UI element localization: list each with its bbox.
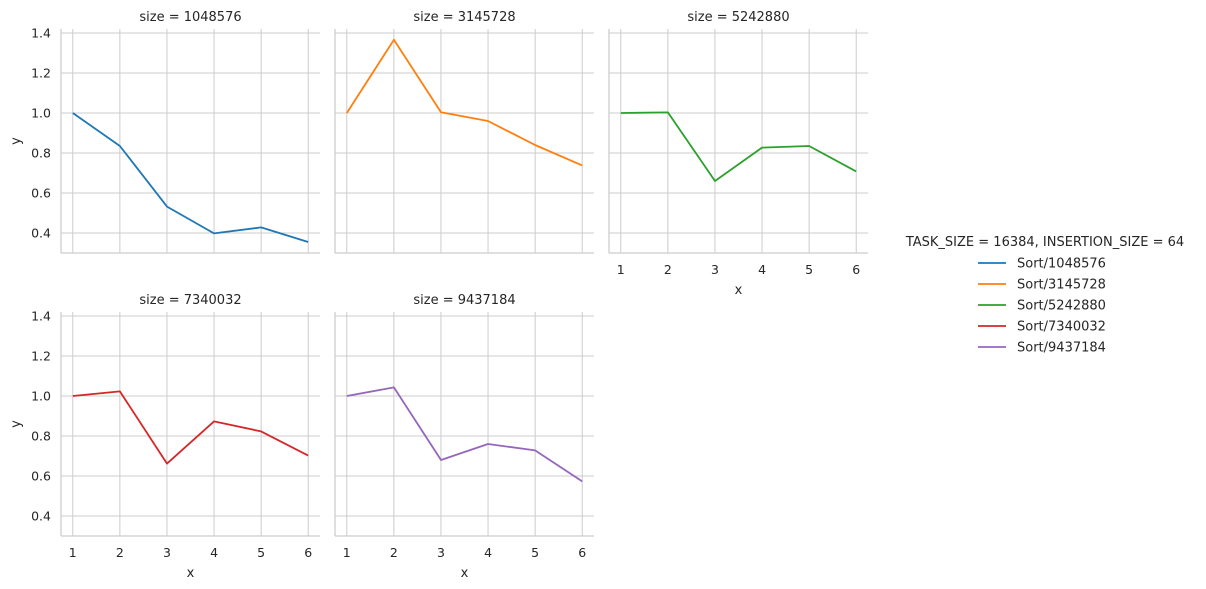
panel-title: size = 1048576 [139,10,241,25]
y-axis-label: y [9,420,24,428]
legend: TASK_SIZE = 16384, INSERTION_SIZE = 64 S… [905,235,1184,356]
series-line [72,112,309,243]
facet-panel: size = 9437184 1 2 3 4 5 6 x [334,293,594,581]
legend-label: Sort/7340032 [1017,320,1106,335]
panel-title: size = 9437184 [413,293,515,308]
x-tick-label: 3 [163,545,171,560]
x-axis-label: x [187,566,195,581]
y-axis-label: y [9,137,24,145]
series-line [346,386,583,483]
y-tick-label: 0.4 [31,226,51,241]
y-tick-label: 0.6 [31,186,51,201]
x-tick-label: 1 [343,545,351,560]
legend-label: Sort/1048576 [1017,257,1106,272]
panel-title: size = 5242880 [687,10,789,25]
legend-label: Sort/9437184 [1017,341,1106,356]
facet-panel: size = 3145728 [334,10,594,254]
y-tick-label: 0.4 [31,509,51,524]
legend-items: Sort/1048576 Sort/3145728 Sort/5242880 Sort… [978,257,1106,356]
x-axis-label: x [461,566,469,581]
panel-title: size = 3145728 [413,10,515,25]
y-tick-label: 1.4 [31,309,51,324]
x-tick-label: 6 [304,545,312,560]
legend-label: Sort/3145728 [1017,278,1106,293]
x-tick-label: 5 [531,545,539,560]
x-tick-label: 2 [390,545,398,560]
x-tick-label: 1 [69,545,77,560]
facet-panel: size = 5242880 1 2 3 4 5 6 x [608,10,868,298]
y-tick-label: 1.0 [31,106,51,121]
x-tick-label: 2 [116,545,124,560]
x-tick-label: 5 [257,545,265,560]
x-tick-label: 5 [805,262,813,277]
facet-panel: size = 7340032 1 2 3 4 5 6 x 0.4 0.6 0.8 1.0 1.2 1.4 y [9,293,320,581]
x-axis-label: x [735,283,743,298]
panel-title: size = 7340032 [139,293,241,308]
legend-label: Sort/5242880 [1017,299,1106,314]
y-tick-label: 1.2 [31,349,51,364]
x-tick-label: 1 [617,262,625,277]
series-line [620,111,857,182]
x-tick-label: 4 [210,545,218,560]
x-tick-label: 6 [852,262,860,277]
y-tick-label: 0.6 [31,469,51,484]
x-tick-label: 3 [437,545,445,560]
y-tick-label: 0.8 [31,429,51,444]
facet-panel: size = 1048576 0.4 0.6 0.8 1.0 1.2 1.4 y [9,10,320,254]
y-tick-label: 1.4 [31,26,51,41]
x-tick-label: 6 [578,545,586,560]
x-tick-label: 3 [711,262,719,277]
x-tick-label: 2 [664,262,672,277]
series-line [72,390,309,465]
legend-title: TASK_SIZE = 16384, INSERTION_SIZE = 64 [905,235,1184,250]
x-tick-label: 4 [484,545,492,560]
x-tick-label: 4 [758,262,766,277]
y-tick-label: 1.0 [31,389,51,404]
y-tick-label: 1.2 [31,66,51,81]
y-tick-label: 0.8 [31,146,51,161]
series-line [346,38,583,167]
